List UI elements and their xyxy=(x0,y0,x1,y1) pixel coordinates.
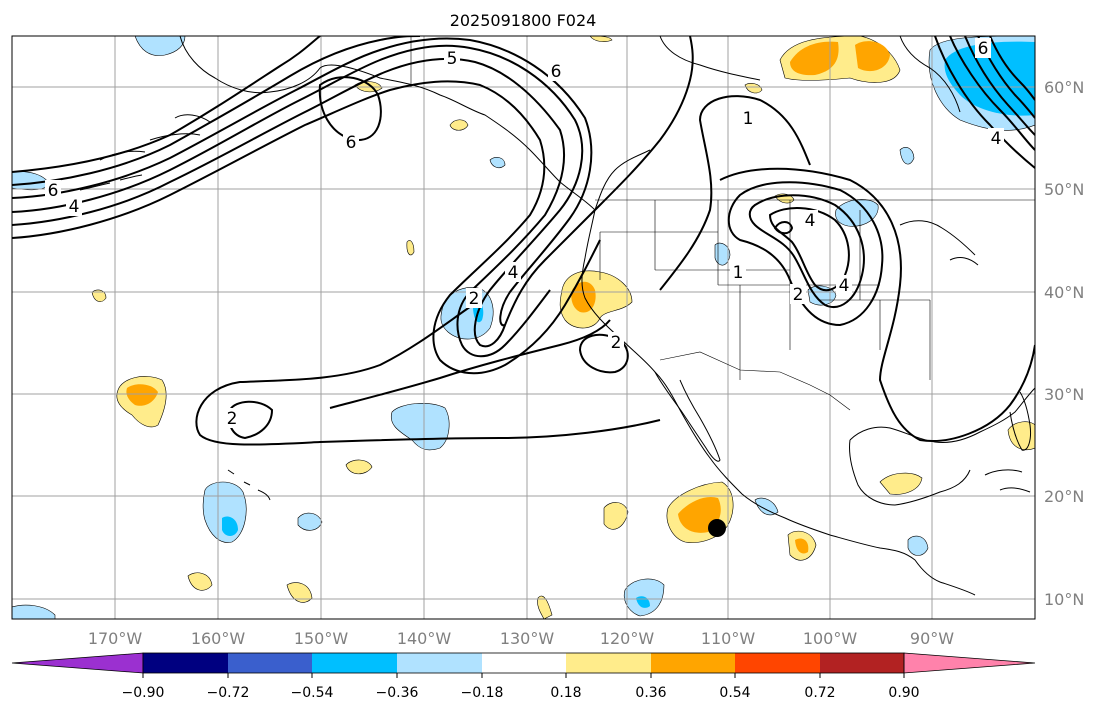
contour-label: 1 xyxy=(733,263,744,283)
colorbar-tick-label: 0.90 xyxy=(888,685,919,701)
contour-label: 4 xyxy=(508,263,519,283)
contour-label: 4 xyxy=(839,276,850,296)
colorbar-tick-label: 0.72 xyxy=(804,685,835,701)
lat-label: 10°N xyxy=(1044,590,1084,609)
colorbar-over-triangle xyxy=(903,652,1036,674)
colorbar-bin xyxy=(820,653,904,673)
map-panel: 5 6 6 6 4 1 4 4 1 2 4 2 2 2 xyxy=(12,36,1035,619)
contour-label-group: 5 6 6 6 4 1 4 4 1 2 4 2 2 2 xyxy=(45,38,1004,429)
colorbar-bin xyxy=(482,653,566,673)
colorbar-tick-label: −0.36 xyxy=(376,685,419,701)
colorbar-bin xyxy=(651,653,735,673)
contour-label: 4 xyxy=(69,197,80,217)
contour-label: 4 xyxy=(805,211,816,231)
lon-label: 90°W xyxy=(910,629,954,648)
contour-lines xyxy=(12,36,1035,446)
storm-center-marker xyxy=(708,519,726,537)
contour-label: 5 xyxy=(447,49,458,69)
colorbar-bin xyxy=(735,653,820,673)
colorbar: −0.90 −0.72 −0.54 −0.36 −0.18 0.18 0.36 … xyxy=(11,652,1036,701)
contour-label: 6 xyxy=(48,181,59,201)
lon-label: 160°W xyxy=(191,629,246,648)
colorbar-tick-label: 0.36 xyxy=(635,685,666,701)
contour-label: 1 xyxy=(743,109,754,129)
lon-label: 130°W xyxy=(500,629,555,648)
colorbar-tick-label: −0.90 xyxy=(122,685,165,701)
lon-label: 150°W xyxy=(294,629,349,648)
contour-label: 6 xyxy=(346,133,357,153)
latitude-labels: 60°N 50°N 40°N 30°N 20°N 10°N xyxy=(1044,78,1084,609)
colorbar-tick-label: 0.18 xyxy=(550,685,581,701)
lon-label: 120°W xyxy=(600,629,655,648)
colorbar-tick-label: −0.18 xyxy=(461,685,504,701)
colorbar-bin xyxy=(397,653,482,673)
contour-label: 2 xyxy=(227,409,238,429)
lon-label: 110°W xyxy=(701,629,756,648)
contour-label: 6 xyxy=(978,39,989,59)
lon-label: 170°W xyxy=(88,629,143,648)
contour-label: 2 xyxy=(793,285,804,305)
colorbar-tick-label: −0.72 xyxy=(207,685,250,701)
contour-label: 2 xyxy=(611,333,622,353)
colorbar-bin xyxy=(566,653,651,673)
colorbar-bin xyxy=(228,653,312,673)
colorbar-bin xyxy=(143,653,228,673)
colorbar-bin xyxy=(312,653,397,673)
lat-label: 20°N xyxy=(1044,487,1084,506)
colorbar-tick-label: −0.54 xyxy=(291,685,334,701)
colorbar-tick-label: 0.54 xyxy=(719,685,750,701)
contour-label: 4 xyxy=(991,129,1002,149)
lat-label: 60°N xyxy=(1044,78,1084,97)
lat-label: 50°N xyxy=(1044,180,1084,199)
lat-label: 40°N xyxy=(1044,283,1084,302)
lon-label: 100°W xyxy=(803,629,858,648)
contour-label: 2 xyxy=(469,289,480,309)
longitude-labels: 170°W 160°W 150°W 140°W 130°W 120°W 110°… xyxy=(88,629,954,648)
contour-label: 6 xyxy=(551,62,562,82)
figure-title: 2025091800 F024 xyxy=(450,11,597,30)
lat-label: 30°N xyxy=(1044,385,1084,404)
map-frame xyxy=(11,35,1036,620)
colorbar-under-triangle xyxy=(11,652,144,674)
lon-label: 140°W xyxy=(397,629,452,648)
